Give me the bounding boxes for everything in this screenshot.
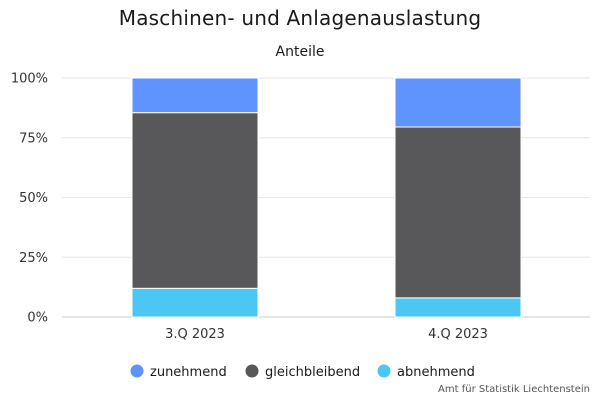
chart-subtitle: Anteile: [275, 44, 325, 60]
y-tick-label: 0%: [27, 311, 48, 326]
legend-label: abnehmend: [397, 365, 475, 380]
y-tick-label: 100%: [11, 72, 48, 87]
bar-abnehmend: [131, 287, 259, 318]
y-tick-label: 75%: [19, 131, 48, 146]
chart-title: Maschinen- und Anlagenauslastung: [118, 6, 482, 30]
y-tick-label: 50%: [19, 191, 48, 206]
legend-marker: [130, 364, 144, 378]
legend-label: gleichbleibend: [265, 365, 360, 380]
bar-abnehmend: [394, 297, 522, 318]
x-tick-label: 4.Q 2023: [428, 327, 488, 342]
bar-zunehmend: [394, 77, 522, 128]
bar-gleichbleibend: [394, 126, 522, 299]
x-tick-label: 3.Q 2023: [165, 327, 225, 342]
y-tick-label: 25%: [19, 251, 48, 266]
credit-text: Amt für Statistik Liechtenstein: [438, 384, 590, 395]
bar-gleichbleibend: [131, 112, 259, 289]
legend-marker: [377, 364, 391, 378]
legend-marker: [245, 364, 259, 378]
legend-label: zunehmend: [150, 365, 227, 380]
bar-zunehmend: [131, 77, 259, 114]
